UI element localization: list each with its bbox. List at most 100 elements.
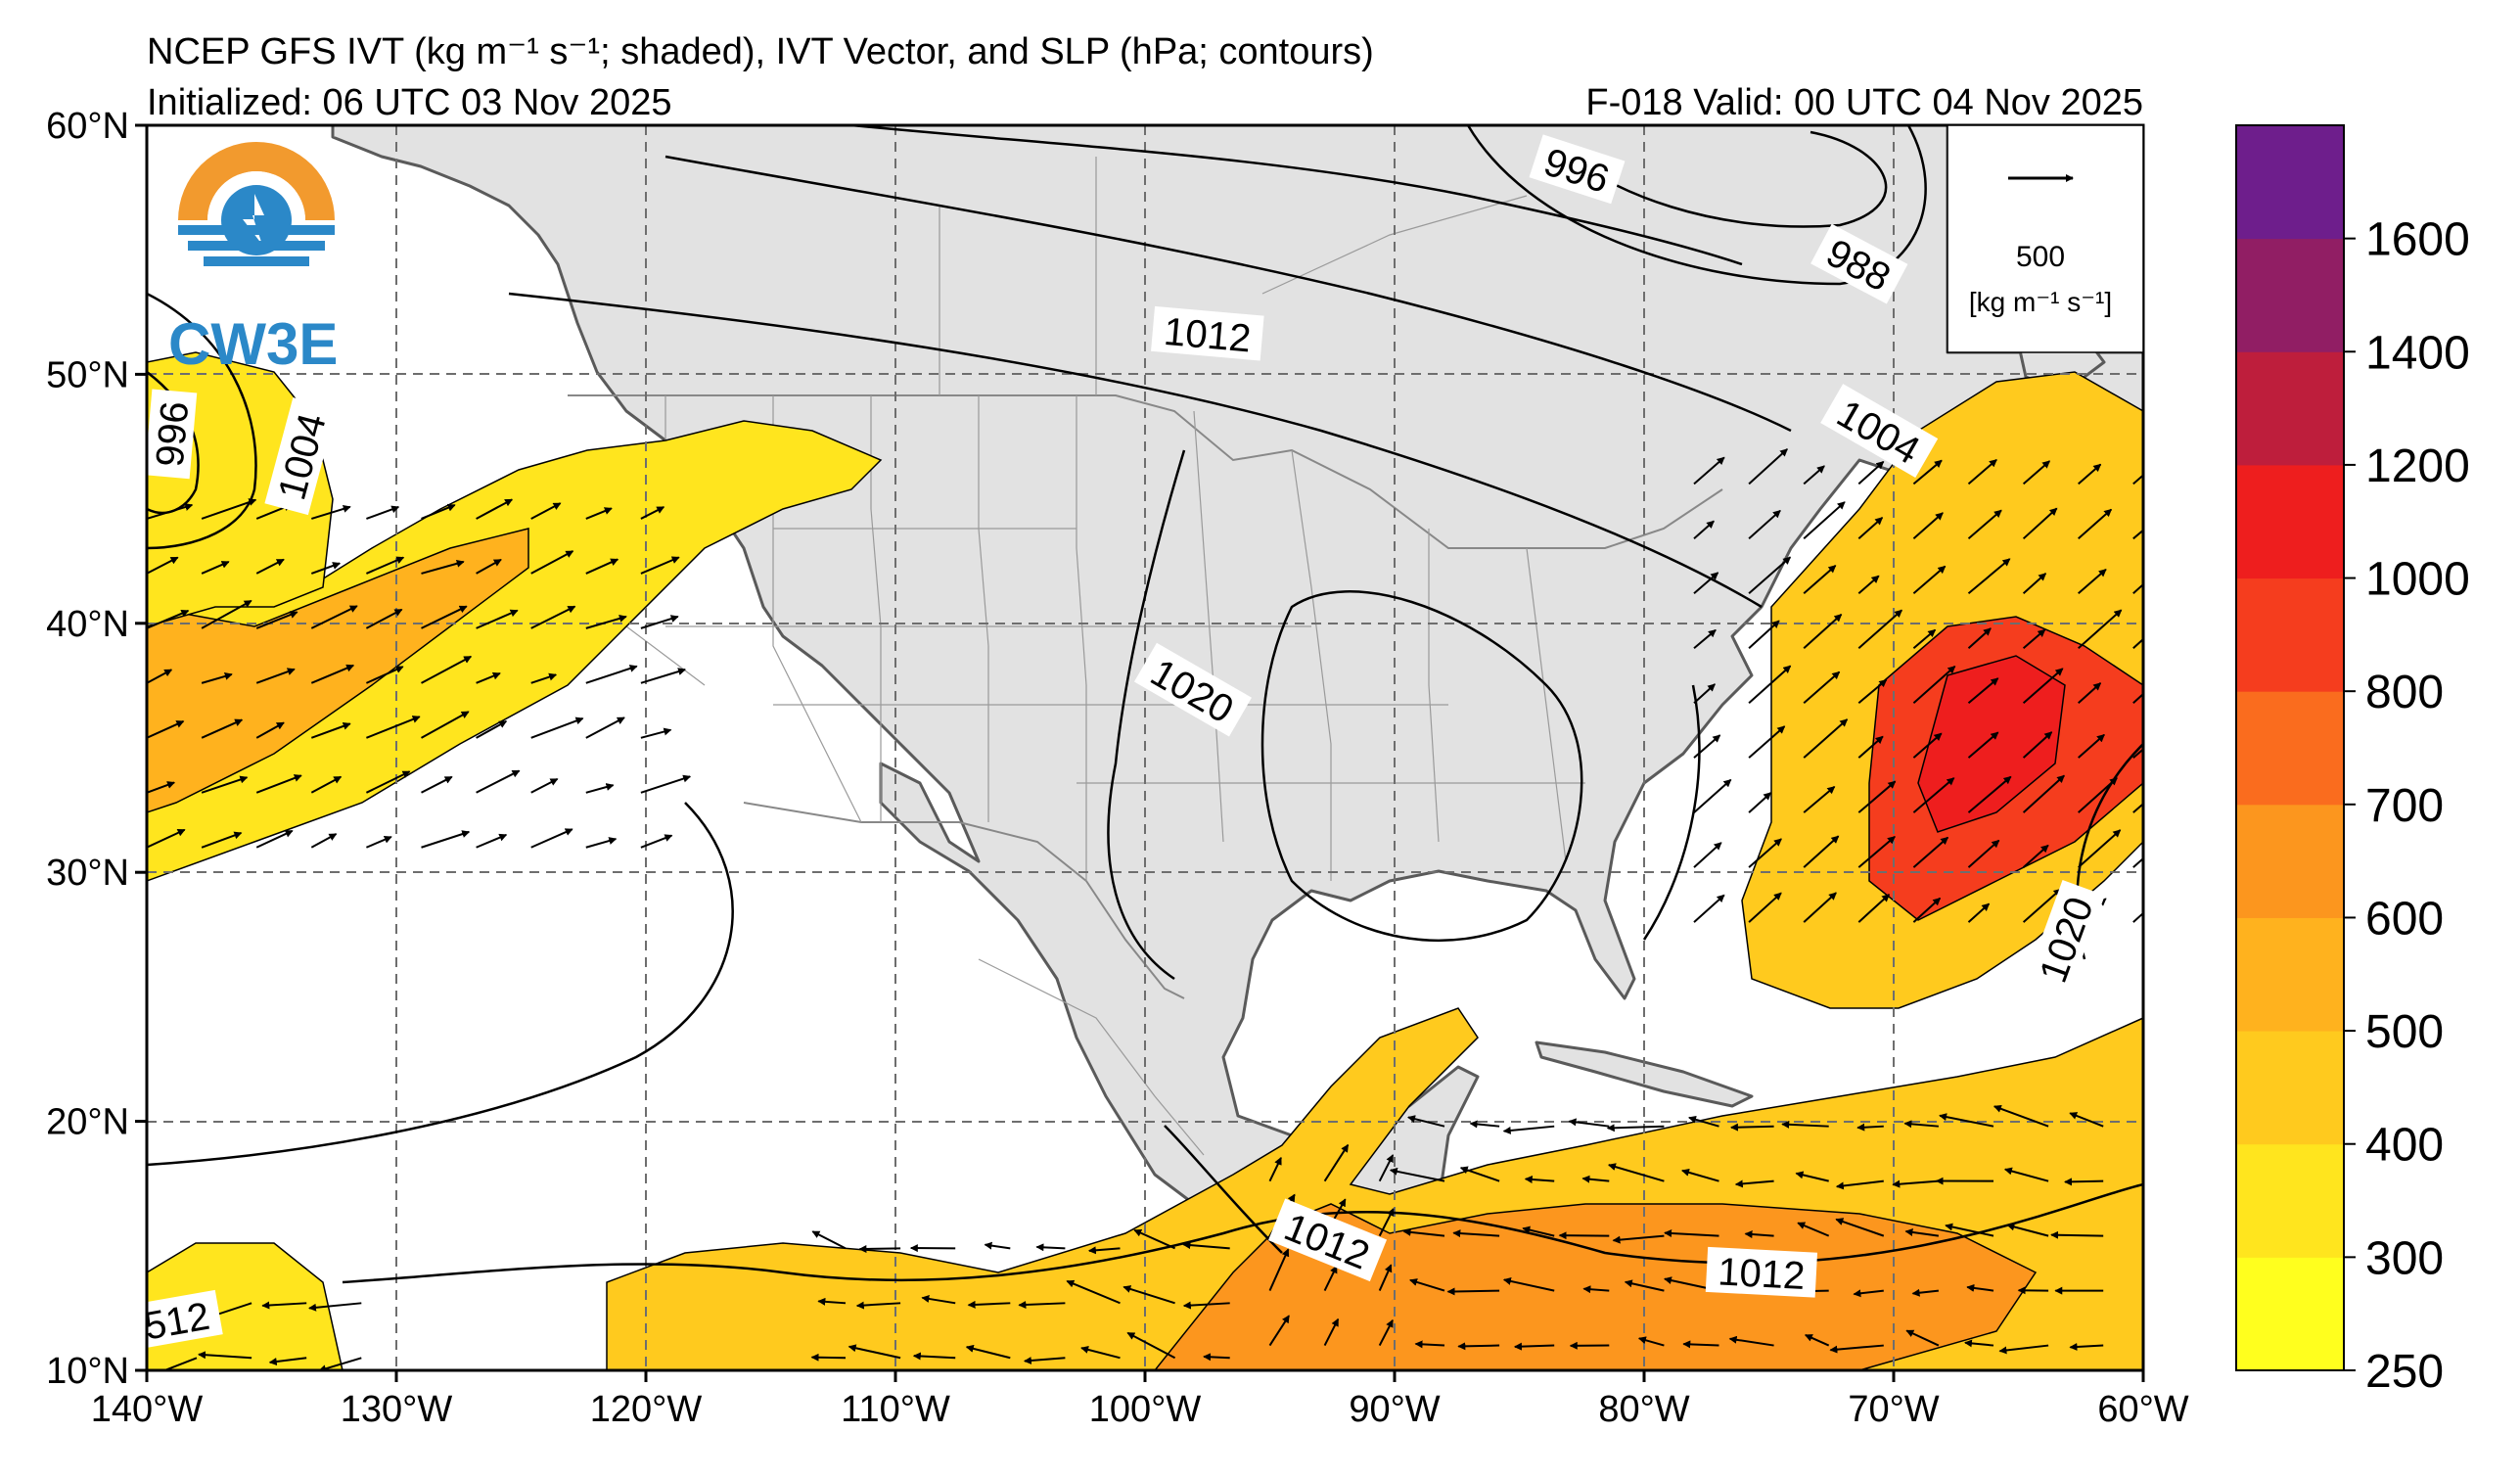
- colorbar-label: 1600: [2365, 214, 2470, 266]
- ivt-vector-arrow: [1693, 683, 1716, 704]
- ivt-vector-arrow: [1182, 1301, 1230, 1310]
- ivt-vector-arrow: [421, 503, 456, 520]
- ivt-vector-arrow: [2078, 569, 2107, 595]
- colorbar-label: 300: [2365, 1232, 2444, 1284]
- ivt-vector-arrow: [476, 558, 502, 575]
- ivt-vector-arrow: [1378, 1208, 1395, 1237]
- ivt-vector-arrow: [201, 718, 244, 739]
- ivt-vector-arrow: [1378, 1154, 1395, 1182]
- ivt-vector-arrow: [1728, 1335, 1774, 1347]
- ivt-vector-arrow: [1378, 1264, 1393, 1291]
- ivt-vector-arrow: [1323, 1143, 1350, 1182]
- ivt-vector-arrow: [1693, 456, 1725, 485]
- ivt-vector-arrow: [1804, 1334, 1830, 1347]
- map-title: NCEP GFS IVT (kg m⁻¹ s⁻¹; shaded), IVT V…: [147, 31, 1374, 72]
- ivt-vector-arrow: [1967, 558, 2011, 595]
- ivt-vector-arrow: [1203, 1353, 1230, 1362]
- logo-text: CW3E: [168, 311, 338, 377]
- ivt-vector-arrow: [1904, 1228, 1940, 1237]
- ivt-vector-arrow: [1681, 1168, 1719, 1182]
- colorbar-label: 1000: [2365, 554, 2470, 606]
- ivt-vector-arrow: [1966, 1283, 1994, 1292]
- ivt-vector-arrow: [1748, 665, 1792, 704]
- ivt-vector-arrow: [1066, 1279, 1121, 1305]
- ivt-vector-arrow: [1409, 1278, 1445, 1292]
- ivt-vector-arrow: [2078, 829, 2122, 868]
- ivt-vector-arrow: [1967, 775, 2012, 813]
- ivt-vector-arrow: [1856, 1123, 1884, 1132]
- ivt-vector-arrow: [1748, 892, 1782, 923]
- ivt-vector-arrow: [255, 611, 298, 629]
- ivt-vector-arrow: [1795, 1171, 1829, 1182]
- ivt-vector-arrow: [965, 1344, 1011, 1360]
- lon-tick-label: 90°W: [1349, 1389, 1440, 1430]
- ivt-vector-arrow: [1912, 897, 1942, 923]
- ivt-vector-arrow: [1803, 670, 1841, 704]
- ivt-vector-arrow: [2022, 460, 2051, 485]
- ivt-vector-arrow: [201, 831, 243, 849]
- ivt-vector-arrow: [1123, 1285, 1175, 1305]
- ivt-vector-arrow: [967, 1300, 1011, 1309]
- ivt-vector-arrow: [476, 609, 519, 629]
- ivt-vector-arrow: [848, 1344, 901, 1360]
- colorbar-frame: [2235, 124, 2345, 1371]
- ivt-vector-arrow: [1912, 732, 1943, 759]
- colorbar-label: 800: [2365, 667, 2444, 718]
- ivt-vector-arrow: [921, 1294, 956, 1305]
- ivt-vector-arrow: [311, 505, 351, 520]
- ivt-vector-arrow: [1502, 1125, 1555, 1134]
- reference-vector-background: [1947, 124, 2144, 353]
- ivt-vector-arrow: [1524, 1175, 1555, 1183]
- ivt-vector-arrow: [640, 834, 673, 849]
- ivt-vector-arrow: [1402, 1227, 1445, 1237]
- ivt-vector-arrow: [2022, 507, 2058, 540]
- slp-contour-label: 1012: [1705, 1246, 1818, 1298]
- ivt-vector-arrow: [318, 1357, 362, 1370]
- ivt-vector-arrow: [201, 672, 233, 684]
- colorbar-segment: [2236, 1143, 2344, 1258]
- colorbar-label: 600: [2365, 893, 2444, 945]
- colorbar-label: 1400: [2365, 327, 2470, 379]
- ivt-vector-arrow: [1835, 1218, 1885, 1237]
- ivt-vector-arrow: [476, 671, 501, 684]
- slp-label-text: 1012: [1717, 1250, 1806, 1298]
- ivt-vector-arrow: [1967, 731, 1999, 759]
- ivt-vector-arrow: [585, 558, 619, 575]
- colorbar-label: 500: [2365, 1006, 2444, 1058]
- ivt-vector-arrow: [2022, 774, 2065, 813]
- valid-time: F-018 Valid: 00 UTC 04 Nov 2025: [1585, 82, 2143, 123]
- ivt-vector-arrow: [1268, 1315, 1290, 1347]
- ivt-vector-arrow: [310, 562, 342, 575]
- ivt-vector-arrow: [2069, 1342, 2104, 1351]
- ivt-vector-arrow: [1446, 1287, 1500, 1296]
- colorbar-segment: [2236, 578, 2344, 692]
- ivt-vector-arrow: [421, 775, 453, 794]
- cw3e-water-drop-logo-icon: [178, 142, 335, 269]
- ivt-vector-arrow: [147, 609, 190, 629]
- ivt-vector-arrow: [1748, 509, 1781, 540]
- ivt-vector-arrow: [2132, 802, 2143, 813]
- ivt-vector-arrow: [366, 716, 421, 739]
- ivt-vector-arrow: [2022, 668, 2064, 704]
- ivt-vector-arrow: [1857, 517, 1884, 540]
- ivt-vector-arrow: [1912, 459, 1943, 485]
- ivt-vector-arrow: [1693, 894, 1725, 923]
- lon-tick-label: 130°W: [341, 1389, 453, 1430]
- lon-tick-label: 100°W: [1089, 1389, 1202, 1430]
- ivt-vector-arrow: [2022, 573, 2047, 595]
- ivt-vector-arrow: [810, 1353, 847, 1362]
- ivt-vector-arrow: [198, 1351, 252, 1360]
- slp-label-background: [1820, 384, 1939, 478]
- ivt-vector-arrow: [1748, 725, 1786, 759]
- ivt-vector-arrow: [2078, 682, 2102, 704]
- colorbar-segment: [2236, 351, 2344, 466]
- lat-tick-label: 60°N: [46, 106, 129, 147]
- ivt-vector-arrow: [1748, 448, 1788, 485]
- ivt-vector-arrow: [1803, 718, 1849, 759]
- ivt-vector-arrow: [1853, 1289, 1884, 1298]
- ivt-vector-arrow: [1268, 1248, 1290, 1291]
- ivt-vector-arrow: [1857, 678, 1888, 704]
- ivt-vector-arrow: [640, 774, 692, 794]
- slp-label-text: 1012: [1162, 310, 1252, 361]
- reference-vector-box: 500 [kg m⁻¹ s⁻¹]: [1947, 124, 2144, 353]
